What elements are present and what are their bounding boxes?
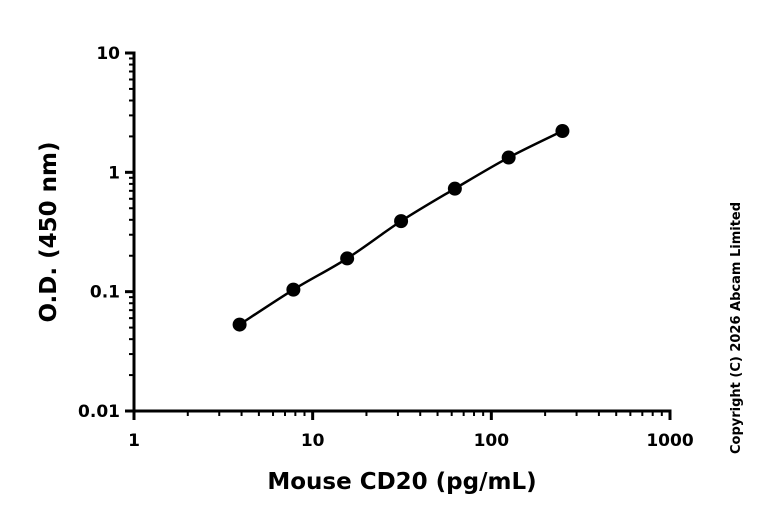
y-tick-label: 10 — [96, 44, 120, 64]
y-tick-label: 0.01 — [78, 402, 120, 422]
x-tick-labels: 1 10 100 1000 — [128, 431, 694, 451]
x-tick-label: 1 — [128, 431, 140, 451]
y-axis-title: O.D. (450 nm) — [36, 141, 62, 322]
data-point — [501, 150, 516, 165]
data-point — [340, 251, 355, 266]
copyright-notice: Copyright (C) 2026 Abcam Limited — [729, 202, 744, 454]
y-ticks — [125, 51, 134, 413]
axes — [132, 51, 672, 413]
data-point — [447, 181, 462, 196]
series — [232, 124, 570, 332]
y-tick-label: 0.1 — [90, 283, 120, 303]
data-point — [394, 214, 409, 229]
x-ticks — [132, 411, 672, 420]
data-point — [555, 124, 570, 139]
x-tick-label: 1000 — [646, 431, 693, 451]
x-axis-title: Mouse CD20 (pg/mL) — [267, 469, 536, 495]
data-point — [286, 282, 301, 297]
y-tick-labels: 0.01 0.1 1 10 — [78, 44, 120, 422]
x-tick-label: 100 — [474, 431, 510, 451]
data-point — [232, 317, 247, 332]
y-tick-label: 1 — [108, 163, 120, 183]
x-tick-label: 10 — [301, 431, 325, 451]
